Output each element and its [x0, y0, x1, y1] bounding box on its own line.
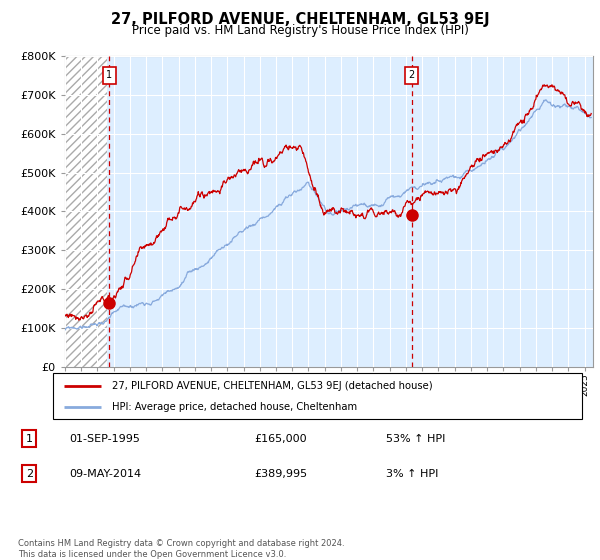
- Text: 1: 1: [26, 434, 33, 444]
- Text: 27, PILFORD AVENUE, CHELTENHAM, GL53 9EJ (detached house): 27, PILFORD AVENUE, CHELTENHAM, GL53 9EJ…: [112, 381, 433, 391]
- Text: £165,000: £165,000: [254, 434, 307, 444]
- Text: Contains HM Land Registry data © Crown copyright and database right 2024.
This d: Contains HM Land Registry data © Crown c…: [18, 539, 344, 559]
- Text: 2: 2: [409, 71, 415, 81]
- Text: 1: 1: [106, 71, 113, 81]
- Text: 27, PILFORD AVENUE, CHELTENHAM, GL53 9EJ: 27, PILFORD AVENUE, CHELTENHAM, GL53 9EJ: [110, 12, 490, 27]
- Text: HPI: Average price, detached house, Cheltenham: HPI: Average price, detached house, Chel…: [112, 402, 358, 412]
- Text: 2: 2: [26, 469, 33, 479]
- Text: 09-MAY-2014: 09-MAY-2014: [70, 469, 142, 479]
- Text: 01-SEP-1995: 01-SEP-1995: [70, 434, 140, 444]
- Text: Price paid vs. HM Land Registry's House Price Index (HPI): Price paid vs. HM Land Registry's House …: [131, 24, 469, 37]
- Text: £389,995: £389,995: [254, 469, 307, 479]
- FancyBboxPatch shape: [53, 374, 582, 419]
- Bar: [65, 56, 107, 367]
- Text: 53% ↑ HPI: 53% ↑ HPI: [386, 434, 446, 444]
- Text: 3% ↑ HPI: 3% ↑ HPI: [386, 469, 439, 479]
